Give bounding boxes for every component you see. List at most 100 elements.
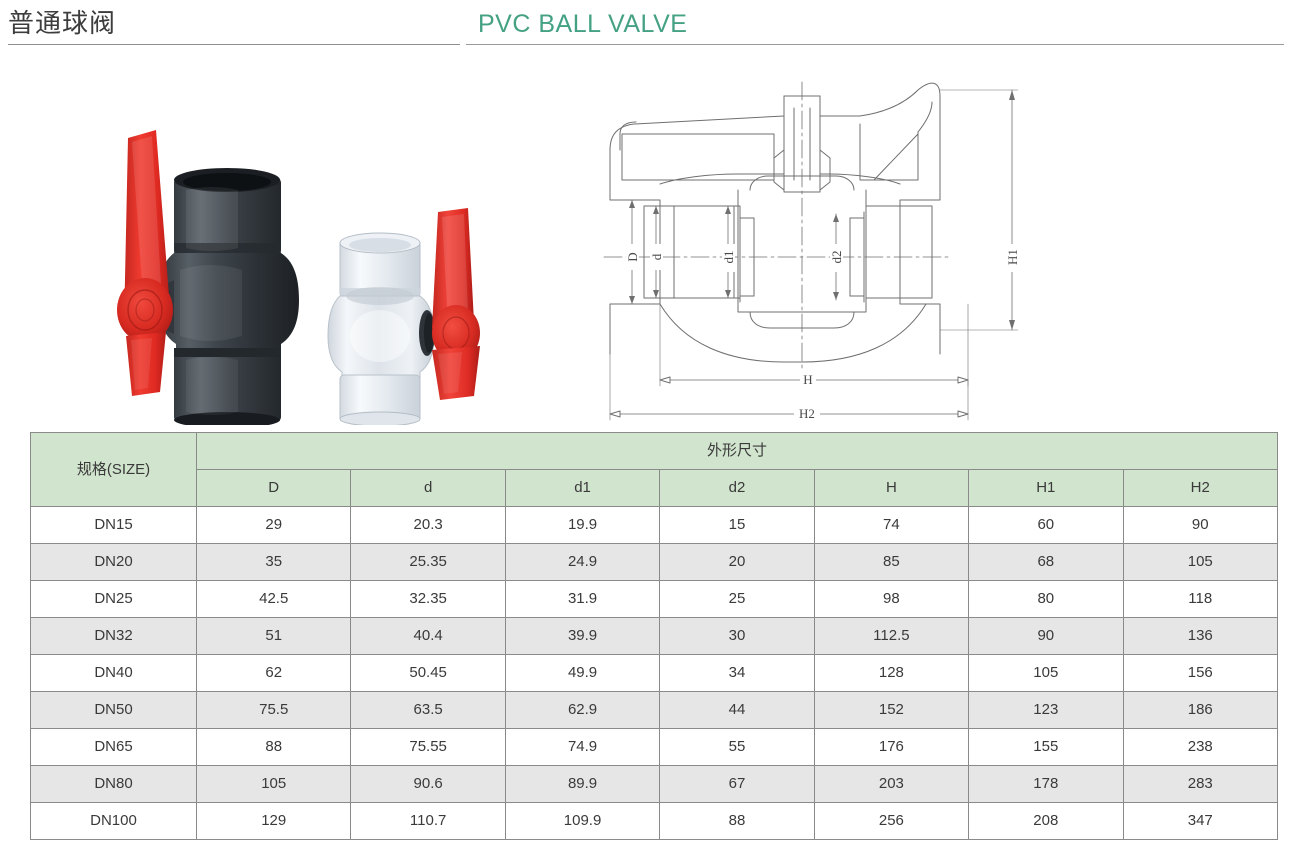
table-cell-size: DN80	[30, 765, 197, 803]
table-cell-D: 75.5	[195, 691, 352, 729]
table-row: DN20 35 25.35 24.9 20 85 68 105	[30, 543, 1279, 581]
table-cell-D: 35	[195, 543, 352, 581]
table-body: DN15 29 20.3 19.9 15 74 60 90 DN20 35 25.35 24.9 20 8…	[30, 506, 1279, 840]
dim-label-d1: d1	[721, 251, 736, 264]
table-cell-D: 129	[195, 802, 352, 840]
table-cell-H1: 178	[968, 765, 1124, 803]
table-cell-H1: 208	[968, 802, 1124, 840]
table-header-row-group: 规格(SIZE) 外形尺寸	[30, 432, 1278, 507]
table-cell-H1: 68	[968, 543, 1124, 581]
dim-label-D: D	[625, 252, 640, 261]
table-cell-H2: 136	[1122, 617, 1279, 655]
table-cell-d: 50.45	[350, 654, 506, 692]
table-cell-H1: 90	[968, 617, 1124, 655]
table-cell-d: 110.7	[350, 802, 506, 840]
page-title-chinese: 普通球阀	[8, 8, 117, 38]
table-header-col-d1: d1	[504, 469, 661, 507]
dim-label-H1: H1	[1005, 249, 1020, 265]
table-cell-d2: 25	[659, 580, 815, 618]
table-cell-H1: 155	[968, 728, 1124, 766]
product-photo-clear-valve	[322, 200, 504, 425]
table-cell-D: 88	[195, 728, 352, 766]
table-cell-d: 90.6	[350, 765, 506, 803]
table-cell-d1: 74.9	[504, 728, 661, 766]
table-cell-d2: 34	[659, 654, 815, 692]
table-cell-D: 29	[195, 506, 352, 544]
table-cell-H1: 60	[968, 506, 1124, 544]
table-cell-H: 176	[813, 728, 970, 766]
table-header-col-H1: H1	[968, 469, 1124, 507]
table-cell-d1: 24.9	[504, 543, 661, 581]
page-title-english: PVC BALL VALVE	[478, 10, 688, 38]
dim-label-d2: d2	[829, 251, 844, 264]
table-cell-size: DN65	[30, 728, 197, 766]
table-cell-d2: 15	[659, 506, 815, 544]
table-cell-D: 105	[195, 765, 352, 803]
table-cell-size: DN25	[30, 580, 197, 618]
table-cell-H2: 105	[1122, 543, 1279, 581]
table-cell-H1: 123	[968, 691, 1124, 729]
table-cell-size: DN20	[30, 543, 197, 581]
table-header-row-columns: D d d1 d2 H H1 H2	[31, 469, 1279, 507]
dim-label-H2: H2	[799, 406, 815, 421]
product-media-band: D d d1 d2 H1 H H2	[0, 62, 1306, 427]
table-cell-H: 85	[813, 543, 970, 581]
table-header-col-D: D	[195, 469, 352, 507]
table-cell-H: 98	[813, 580, 970, 618]
table-head: 规格(SIZE) 外形尺寸 D d d1 d2 H H1 H2	[30, 432, 1279, 507]
table-header-col-H2: H2	[1122, 469, 1279, 507]
table-cell-H: 203	[813, 765, 970, 803]
table-cell-size: DN50	[30, 691, 197, 729]
table-row: DN80 105 90.6 89.9 67 203 178 283	[30, 765, 1279, 803]
table-cell-H: 128	[813, 654, 970, 692]
product-photo-dark-valve	[82, 120, 332, 425]
table-header-col-d2: d2	[659, 469, 815, 507]
valve-dimension-drawing: D d d1 d2 H1 H H2	[588, 72, 1040, 430]
table-cell-d2: 55	[659, 728, 815, 766]
table-cell-H2: 118	[1122, 580, 1279, 618]
table-cell-d: 63.5	[350, 691, 506, 729]
table-cell-d: 40.4	[350, 617, 506, 655]
table-cell-d: 75.55	[350, 728, 506, 766]
header-divider-left	[8, 44, 460, 45]
table-cell-d2: 88	[659, 802, 815, 840]
table-cell-H2: 347	[1122, 802, 1279, 840]
table-cell-H2: 238	[1122, 728, 1279, 766]
table-cell-H: 152	[813, 691, 970, 729]
dim-label-H: H	[803, 372, 812, 387]
dim-label-d: d	[649, 253, 664, 260]
table-cell-H: 256	[813, 802, 970, 840]
table-cell-d1: 62.9	[504, 691, 661, 729]
table-row: DN25 42.5 32.35 31.9 25 98 80 118	[30, 580, 1279, 618]
page-header: 普通球阀 PVC BALL VALVE	[0, 0, 1306, 56]
table-cell-d2: 44	[659, 691, 815, 729]
table-cell-D: 51	[195, 617, 352, 655]
table-cell-d1: 19.9	[504, 506, 661, 544]
table-cell-size: DN32	[30, 617, 197, 655]
specification-table: 规格(SIZE) 外形尺寸 D d d1 d2 H H1 H2 DN15 29 20…	[30, 432, 1279, 840]
table-header-size: 规格(SIZE)	[30, 432, 197, 507]
table-header-col-H: H	[813, 469, 970, 507]
table-cell-H2: 283	[1122, 765, 1279, 803]
table-cell-d1: 109.9	[504, 802, 661, 840]
table-row: DN15 29 20.3 19.9 15 74 60 90	[30, 506, 1279, 544]
table-row: DN50 75.5 63.5 62.9 44 152 123 186	[30, 691, 1279, 729]
table-cell-D: 62	[195, 654, 352, 692]
table-cell-d1: 31.9	[504, 580, 661, 618]
table-cell-size: DN100	[30, 802, 197, 840]
table-cell-size: DN15	[30, 506, 197, 544]
table-cell-d2: 30	[659, 617, 815, 655]
table-row: DN40 62 50.45 49.9 34 128 105 156	[30, 654, 1279, 692]
specification-table-wrapper: 规格(SIZE) 外形尺寸 D d d1 d2 H H1 H2 DN15 29 20…	[30, 432, 1279, 840]
table-row: DN100 129 110.7 109.9 88 256 208 347	[30, 802, 1279, 840]
table-cell-d1: 39.9	[504, 617, 661, 655]
table-cell-H1: 80	[968, 580, 1124, 618]
table-cell-H: 112.5	[813, 617, 970, 655]
table-cell-d: 32.35	[350, 580, 506, 618]
table-cell-d2: 67	[659, 765, 815, 803]
table-row: DN65 88 75.55 74.9 55 176 155 238	[30, 728, 1279, 766]
table-cell-H2: 90	[1122, 506, 1279, 544]
table-cell-d1: 49.9	[504, 654, 661, 692]
table-cell-D: 42.5	[195, 580, 352, 618]
table-cell-d1: 89.9	[504, 765, 661, 803]
